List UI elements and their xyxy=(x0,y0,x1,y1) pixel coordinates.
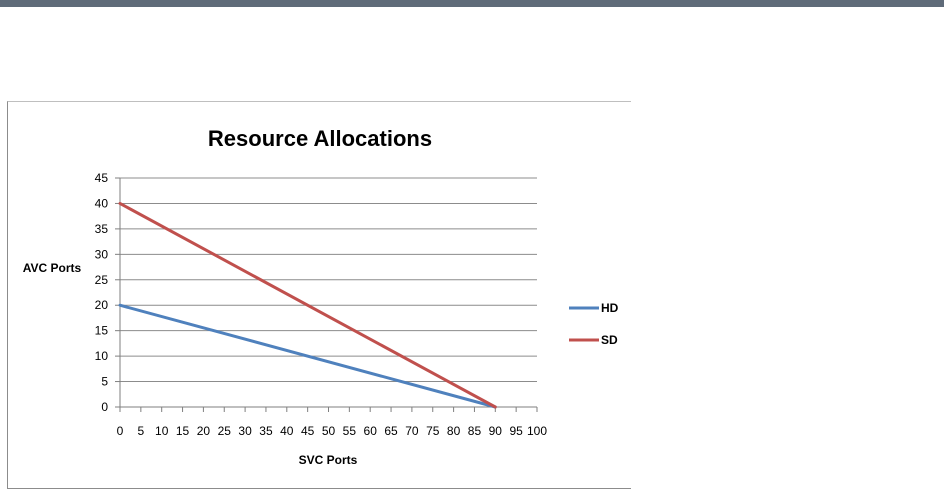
chart-axes xyxy=(115,177,538,412)
x-tick-label: 50 xyxy=(322,424,336,438)
x-tick-label: 15 xyxy=(176,424,190,438)
y-tick-label: 5 xyxy=(101,375,108,389)
legend-label-hd: HD xyxy=(601,301,619,315)
x-tick-label: 25 xyxy=(218,424,232,438)
x-tick-label: 40 xyxy=(280,424,294,438)
x-axis-label: SVC Ports xyxy=(299,453,358,467)
y-tick-label: 10 xyxy=(95,349,109,363)
x-tick-label: 45 xyxy=(301,424,315,438)
y-tick-label: 40 xyxy=(95,196,109,210)
x-tick-label: 85 xyxy=(468,424,482,438)
x-tick-label: 90 xyxy=(489,424,503,438)
x-tick-label: 30 xyxy=(238,424,252,438)
x-tick-label: 75 xyxy=(426,424,440,438)
y-tick-label: 30 xyxy=(95,247,109,261)
series-lines xyxy=(118,201,497,409)
y-tick-label: 35 xyxy=(95,222,109,236)
y-tick-label: 45 xyxy=(95,171,109,185)
y-tick-label: 20 xyxy=(95,298,109,312)
series-line-sd xyxy=(118,201,497,409)
y-tick-label: 25 xyxy=(95,273,109,287)
x-tick-label: 80 xyxy=(447,424,461,438)
chart-gridlines xyxy=(120,177,537,383)
x-tick-label: 70 xyxy=(405,424,419,438)
x-tick-label: 100 xyxy=(527,424,547,438)
y-tick-labels: 0 5 10 15 20 25 30 35 40 45 xyxy=(95,171,109,414)
x-tick-labels: 0 5 10 15 20 25 30 35 40 45 50 55 60 65 70 75 80 85 90 95 10… xyxy=(117,424,548,438)
chart-title: Resource Allocations xyxy=(208,126,432,151)
window-top-bar xyxy=(0,0,944,7)
x-tick-label: 95 xyxy=(509,424,523,438)
x-tick-label: 65 xyxy=(384,424,398,438)
x-tick-label: 10 xyxy=(155,424,169,438)
legend-label-sd: SD xyxy=(601,333,618,347)
x-tick-label: 35 xyxy=(259,424,273,438)
chart-legend: HD SD xyxy=(569,301,619,347)
y-axis-label: AVC Ports xyxy=(23,261,82,275)
y-tick-label: 15 xyxy=(95,324,109,338)
x-tick-label: 5 xyxy=(138,424,145,438)
chart-frame xyxy=(7,101,631,489)
x-tick-label: 20 xyxy=(197,424,211,438)
series-line-hd xyxy=(118,303,497,409)
x-tick-label: 55 xyxy=(343,424,357,438)
x-tick-label: 0 xyxy=(117,424,124,438)
x-tick-label: 60 xyxy=(364,424,378,438)
y-tick-label: 0 xyxy=(101,400,108,414)
